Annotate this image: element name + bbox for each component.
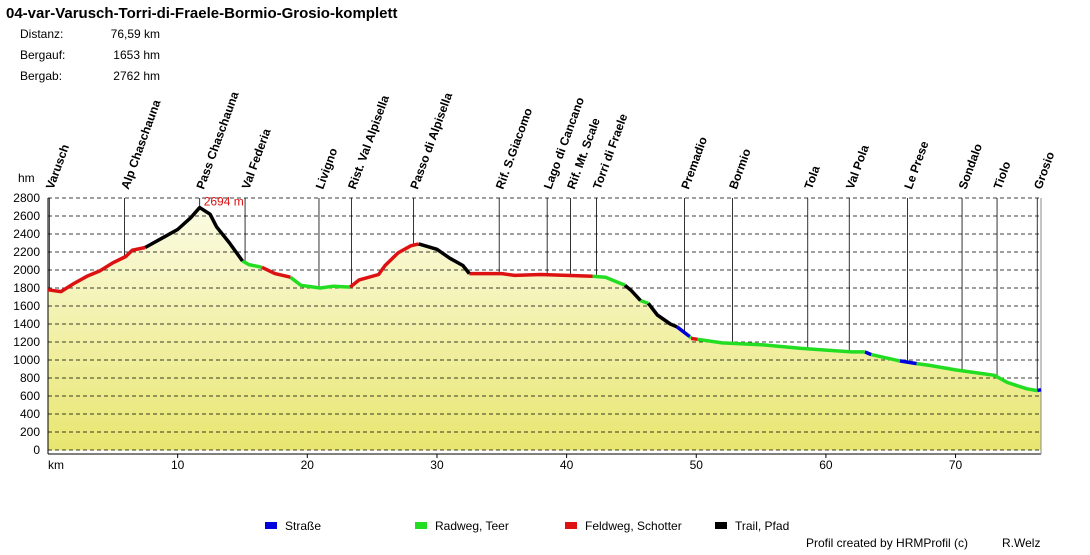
y-tick-label: 1200 [13,335,40,349]
waypoint-label: Premadio [678,135,710,191]
y-tick-label: 600 [20,389,40,403]
profile-area [592,275,626,451]
profile-line [418,242,471,275]
y-tick-label: 0 [33,443,40,457]
y-axis-label: hm [18,171,35,185]
x-tick-label: 50 [690,458,704,472]
profile-line [241,259,263,270]
profile-line [47,245,146,294]
profile-line [916,361,1038,393]
waypoint-label: Val Federia [239,126,274,191]
profile-area [676,326,691,451]
waypoint-label: Passo di Alpisella [407,90,455,191]
profile-area [916,363,1038,451]
legend-label: Radweg, Teer [435,519,509,533]
profile-area [418,243,470,451]
profile-line [639,298,649,305]
legend-label: Trail, Pfad [735,519,789,533]
y-tick-label: 400 [20,407,40,421]
x-tick-label: 10 [171,458,185,472]
waypoint-label: Varusch [43,142,72,191]
profile-line [289,275,351,290]
waypoint-label: Pass Chaschauna [193,89,241,191]
waypoint-label: Val Pola [843,143,872,191]
y-tick-label: 2000 [13,263,40,277]
stat-value: 76,59 km [111,27,160,41]
peak-label: 2694 m [204,195,244,209]
credit: Profil created by HRMProfil (c) [806,536,968,550]
chart-title: 04-var-Varusch-Torri-di-Fraele-Bormio-Gr… [6,5,397,22]
waypoint-label: Le Prese [901,139,931,191]
waypoint-label: Bormio [726,147,754,191]
y-tick-label: 2400 [13,227,40,241]
profile-line [688,335,693,340]
profile-line [144,205,244,263]
stat-label: Distanz: [20,27,63,41]
waypoint-label: Tiolo [991,160,1014,192]
legend-swatch [415,522,427,529]
waypoint-label: Rist. Val Alpisella [345,93,392,191]
y-tick-label: 2200 [13,245,40,259]
waypoint-label: Grosio [1031,150,1057,191]
legend-label: Straße [285,519,321,533]
x-tick-label: 40 [560,458,574,472]
y-tick-label: 2600 [13,209,40,223]
x-tick-label: 20 [301,458,315,472]
profile-line [646,302,678,329]
legend-label: Feldweg, Schotter [585,519,682,533]
x-tick-label: 70 [949,458,963,472]
profile-line [1036,387,1042,393]
profile-line [899,359,917,366]
legend-swatch [565,522,577,529]
waypoint-label: Rif. S.Giacomo [493,106,535,191]
profile-area [469,273,593,451]
waypoint-label: Alp Chaschauna [118,98,163,191]
profile-area [144,207,243,451]
profile-line [870,352,901,363]
profile-area [290,276,351,451]
profile-area [47,247,146,451]
profile-area [349,243,420,451]
profile-line [675,325,691,338]
profile-line [690,336,698,342]
waypoint-label: Sondalo [956,142,985,191]
waypoint-label: Livigno [313,146,341,191]
stat-value: 2762 hm [113,69,160,83]
profile-area [899,360,917,451]
profile-area [624,284,641,451]
profile-area [242,260,263,451]
profile-area [1036,389,1042,451]
x-tick-label: 30 [430,458,444,472]
author: R.Welz [1002,536,1040,550]
profile-area [690,338,698,451]
y-tick-label: 2800 [13,191,40,205]
profile-line [349,242,420,289]
profile-area [864,351,872,451]
profile-line [864,350,872,357]
y-tick-label: 1600 [13,299,40,313]
profile-line [592,274,626,287]
profile-line [697,337,865,354]
profile-line [623,283,642,302]
profile-line [469,271,593,279]
profile-area [640,300,649,451]
x-tick-label: 60 [819,458,833,472]
y-tick-label: 1800 [13,281,40,295]
profile-area [697,338,866,451]
profile-line [261,265,291,279]
waypoint-label: Tola [801,164,822,191]
y-tick-label: 1400 [13,317,40,331]
y-tick-label: 800 [20,371,40,385]
legend-swatch [715,522,727,529]
x-axis-label: km [48,458,64,472]
stat-value: 1653 hm [113,48,160,62]
stat-label: Bergauf: [20,48,65,62]
stat-label: Bergab: [20,69,62,83]
y-tick-label: 1000 [13,353,40,367]
profile-area [870,354,901,451]
profile-area [261,266,291,451]
legend-swatch [265,522,277,529]
y-tick-label: 200 [20,425,40,439]
